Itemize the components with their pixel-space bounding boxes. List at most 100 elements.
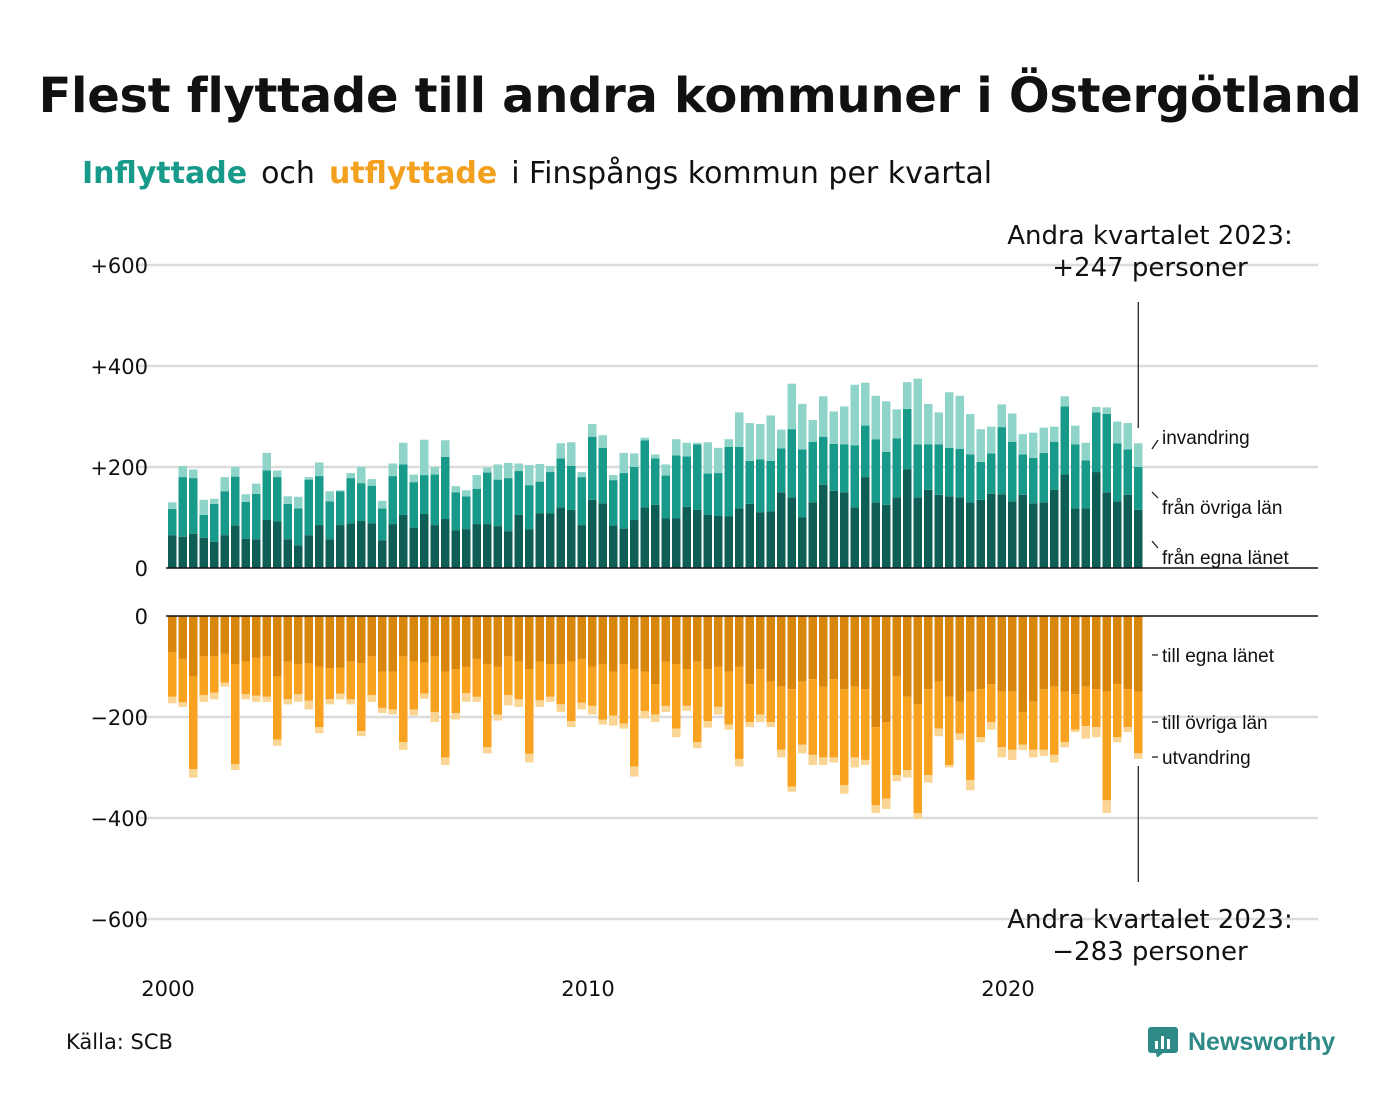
bar-in-segment [409,474,418,483]
bar-out-segment [693,742,702,749]
bar-in-segment [1081,508,1090,568]
bar-out-segment [325,616,334,669]
bar-in-segment [640,507,649,568]
bar-in-segment [861,382,870,426]
bar-in-segment [199,537,208,568]
bar-in-segment [178,477,187,537]
bar-out-segment [672,663,681,729]
bar-in-segment [546,513,555,568]
bar-out-segment [1029,749,1038,758]
bar-out-segment [1039,749,1048,756]
bar-in-segment [420,439,429,476]
bar-in-segment [735,412,744,447]
bar-out-segment [1060,691,1069,743]
bar-out-segment [483,663,492,748]
bar-in-segment [1029,432,1038,458]
bar-out-segment [892,775,901,782]
newsworthy-logo-icon [1148,1027,1178,1057]
bar-out-segment [220,682,229,687]
bar-in-segment [987,453,996,494]
bar-out-segment [787,689,796,787]
bar-out-segment [808,754,817,765]
bar-out-segment [315,616,324,667]
bar-out-segment [829,679,838,758]
bar-out-segment [378,616,387,672]
bar-out-segment [1123,689,1132,728]
bar-out-segment [535,700,544,707]
bar-in-segment [1102,407,1111,414]
bar-in-segment [378,540,387,568]
bar-in-segment [441,440,450,457]
bar-out-segment [546,616,555,664]
bar-in-segment [808,441,817,503]
series-label-in: från övriga län [1162,498,1282,519]
bar-out-segment [420,662,429,694]
bar-out-segment [714,616,723,667]
bar-out-segment [1071,694,1080,730]
bar-out-segment [1018,711,1027,745]
bar-out-segment [199,656,208,696]
bar-out-segment [798,744,807,754]
bar-in-segment [367,523,376,568]
bar-out-segment [766,616,775,682]
bar-out-segment [168,696,177,704]
bar-in-segment [798,403,807,450]
bar-in-segment [997,494,1006,568]
bar-in-segment [630,520,639,568]
bar-in-segment [388,476,397,525]
bar-in-segment [892,497,901,568]
bar-in-segment [241,494,250,502]
bar-in-segment [619,473,628,529]
y-tick-label-bottom: −200 [90,706,148,730]
label-connector-in [1151,540,1159,549]
x-tick-label: 2020 [981,977,1034,1001]
bar-out-segment [987,616,996,685]
bar-in-segment [357,521,366,568]
bar-in-segment [210,541,219,568]
bar-out-segment [514,661,523,700]
bar-out-segment [819,686,828,758]
bar-out-segment [283,616,292,662]
bar-out-segment [346,699,355,705]
bar-out-segment [955,733,964,741]
bar-out-segment [630,669,639,767]
bar-out-segment [966,691,975,781]
bar-out-segment [367,695,376,702]
bar-in-segment [829,411,838,444]
bar-in-segment [976,429,985,462]
bar-out-segment [1008,749,1017,760]
label-connector-in [1151,439,1159,450]
bar-in-segment [252,483,261,494]
bar-in-segment [871,395,880,440]
bar-out-segment [651,616,660,685]
bar-out-segment [703,721,712,728]
bar-in-segment [231,476,240,526]
annotation-bottom-line1: Andra kvartalet 2023: [1007,905,1292,935]
bar-out-segment [388,709,397,715]
bar-in-segment [913,497,922,568]
bar-out-segment [682,705,691,711]
bar-in-segment [766,511,775,568]
bar-in-segment [168,508,177,536]
bar-out-segment [850,757,859,768]
bar-out-segment [882,616,891,723]
bar-in-segment [315,462,324,477]
bar-in-segment [168,502,177,509]
bar-in-segment [934,494,943,568]
bar-in-segment [483,524,492,569]
bar-out-segment [1123,727,1132,733]
bar-out-segment [556,663,565,705]
bar-in-segment [882,504,891,569]
bar-in-segment [514,514,523,568]
bar-in-segment [493,479,502,527]
bar-in-segment [892,438,901,498]
bar-out-segment [441,671,450,758]
bar-out-segment [252,657,261,696]
bar-in-segment [714,447,723,474]
bar-out-segment [861,759,870,765]
bar-in-segment [682,442,691,457]
bar-in-segment [441,456,450,520]
bar-in-segment [892,409,901,439]
bar-in-segment [588,499,597,568]
bar-out-segment [493,666,502,715]
